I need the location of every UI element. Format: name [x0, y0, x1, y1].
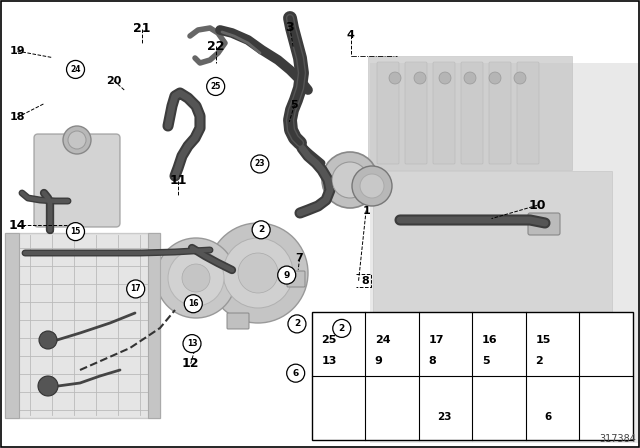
- Text: 6: 6: [545, 412, 552, 422]
- Circle shape: [278, 266, 296, 284]
- Circle shape: [67, 60, 84, 78]
- Text: 15: 15: [536, 336, 551, 345]
- Circle shape: [168, 250, 224, 306]
- FancyBboxPatch shape: [148, 233, 160, 418]
- Circle shape: [360, 174, 384, 198]
- Circle shape: [514, 72, 526, 84]
- FancyBboxPatch shape: [528, 213, 560, 235]
- Circle shape: [207, 78, 225, 95]
- FancyBboxPatch shape: [5, 233, 19, 418]
- FancyBboxPatch shape: [373, 171, 612, 350]
- Text: 6: 6: [292, 369, 299, 378]
- FancyBboxPatch shape: [368, 56, 572, 170]
- Text: 25: 25: [211, 82, 221, 91]
- Text: 23: 23: [255, 159, 265, 168]
- Circle shape: [208, 223, 308, 323]
- Text: 18: 18: [10, 112, 25, 122]
- Circle shape: [287, 364, 305, 382]
- Circle shape: [439, 72, 451, 84]
- Text: 21: 21: [133, 22, 151, 35]
- Text: 11: 11: [169, 174, 187, 187]
- Text: 23: 23: [438, 412, 452, 422]
- Circle shape: [183, 335, 201, 353]
- Text: 5: 5: [482, 356, 490, 366]
- Text: 13: 13: [187, 339, 197, 348]
- Circle shape: [67, 223, 84, 241]
- Text: 9: 9: [284, 271, 290, 280]
- Text: 4: 4: [347, 30, 355, 40]
- FancyBboxPatch shape: [34, 134, 120, 227]
- FancyBboxPatch shape: [370, 63, 638, 443]
- FancyBboxPatch shape: [517, 62, 539, 164]
- Text: 7: 7: [296, 254, 303, 263]
- Circle shape: [156, 238, 236, 318]
- Circle shape: [489, 72, 501, 84]
- Circle shape: [251, 155, 269, 173]
- FancyBboxPatch shape: [312, 312, 633, 440]
- Text: 15: 15: [70, 227, 81, 236]
- FancyBboxPatch shape: [405, 62, 427, 164]
- Text: 17: 17: [428, 336, 444, 345]
- Circle shape: [322, 152, 378, 208]
- Circle shape: [182, 264, 210, 292]
- Text: 20: 20: [106, 76, 122, 86]
- Text: 1: 1: [362, 206, 370, 215]
- Text: 2: 2: [339, 324, 345, 333]
- Text: 3: 3: [285, 21, 294, 34]
- FancyBboxPatch shape: [433, 62, 455, 164]
- FancyBboxPatch shape: [287, 271, 305, 287]
- Text: 24: 24: [375, 336, 390, 345]
- Text: 8: 8: [361, 276, 369, 286]
- Text: 2: 2: [294, 319, 300, 328]
- FancyBboxPatch shape: [377, 62, 399, 164]
- FancyBboxPatch shape: [489, 62, 511, 164]
- Circle shape: [333, 319, 351, 337]
- Circle shape: [38, 376, 58, 396]
- Circle shape: [39, 331, 57, 349]
- Text: 14: 14: [8, 219, 26, 232]
- Text: 16: 16: [188, 299, 198, 308]
- FancyBboxPatch shape: [227, 313, 249, 329]
- FancyBboxPatch shape: [5, 233, 160, 418]
- FancyBboxPatch shape: [461, 62, 483, 164]
- Circle shape: [389, 72, 401, 84]
- Text: 8: 8: [428, 356, 436, 366]
- Circle shape: [238, 253, 278, 293]
- Text: 317384: 317384: [599, 434, 636, 444]
- Circle shape: [127, 280, 145, 298]
- Circle shape: [223, 238, 293, 308]
- Circle shape: [464, 72, 476, 84]
- Circle shape: [68, 131, 86, 149]
- Text: 17: 17: [131, 284, 141, 293]
- Text: 10: 10: [529, 198, 547, 212]
- Circle shape: [184, 295, 202, 313]
- Text: 9: 9: [375, 356, 383, 366]
- Circle shape: [63, 126, 91, 154]
- Text: 2: 2: [536, 356, 543, 366]
- Text: 25: 25: [321, 336, 337, 345]
- Text: 22: 22: [207, 39, 225, 53]
- Text: 13: 13: [321, 356, 337, 366]
- Circle shape: [252, 221, 270, 239]
- Circle shape: [414, 72, 426, 84]
- Text: 19: 19: [10, 46, 25, 56]
- Text: 24: 24: [70, 65, 81, 74]
- Text: 2: 2: [258, 225, 264, 234]
- Text: 12: 12: [182, 357, 200, 370]
- Circle shape: [352, 166, 392, 206]
- Circle shape: [332, 162, 368, 198]
- Text: 5: 5: [291, 100, 298, 110]
- Circle shape: [288, 315, 306, 333]
- Text: 16: 16: [482, 336, 497, 345]
